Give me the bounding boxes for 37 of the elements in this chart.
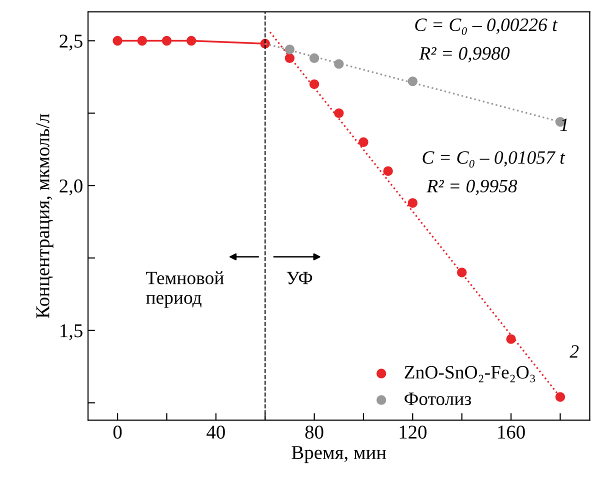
point [162, 36, 172, 46]
annotation: Темновой период [146, 271, 224, 308]
point [309, 79, 320, 90]
point [186, 36, 196, 46]
point [334, 108, 344, 118]
point [383, 166, 393, 176]
point [334, 59, 344, 69]
x-tick-label: 0 [113, 426, 122, 439]
x-tick-label: 120 [400, 426, 427, 439]
point [408, 198, 418, 208]
point [408, 76, 418, 86]
legend-label: ZnO-SnO₂-Fe₂O₃ [404, 366, 535, 382]
x-axis-title: Время, мин [292, 446, 386, 464]
annotation: C = C₀ – 0,01057 t [422, 151, 566, 168]
annotation: R² = 0,9958 [426, 180, 518, 196]
y-tick-label: 1,5 [60, 324, 82, 340]
x-tick-label: 40 [206, 426, 225, 439]
point [358, 137, 368, 147]
x-tick-label: 160 [498, 426, 525, 439]
point [555, 392, 566, 402]
x-tick-label: 80 [305, 426, 324, 439]
point [309, 53, 320, 64]
y-tick-label: 2,5 [60, 34, 82, 51]
legend-label: Фотолиз [404, 392, 471, 406]
point [506, 334, 516, 344]
point [137, 36, 148, 46]
annotation: 1 [560, 118, 567, 131]
point [284, 53, 295, 64]
annotation: R² = 0,9980 [419, 47, 510, 62]
annotation: 2 [570, 345, 579, 358]
y-axis-title: Концентрация, мкмоль/л [36, 114, 54, 318]
annotation: C = C₀ – 0,00226 t [415, 18, 558, 35]
point [112, 36, 122, 46]
y-tick-label: 2,0 [60, 179, 82, 196]
point [456, 268, 467, 278]
annotation: УФ [286, 272, 312, 284]
point [284, 44, 295, 54]
